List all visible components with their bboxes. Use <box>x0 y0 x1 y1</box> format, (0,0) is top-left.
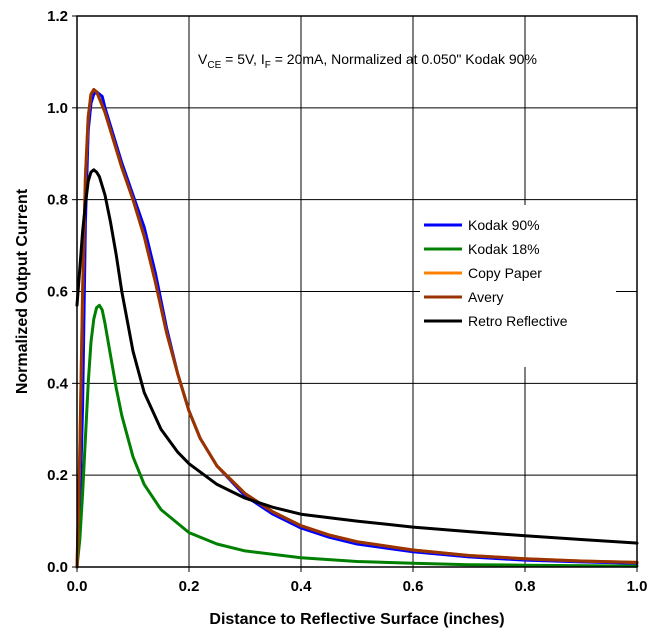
x-tick-label: 0.6 <box>403 578 424 595</box>
y-tick-label: 1.0 <box>47 100 68 117</box>
y-tick-label: 0.6 <box>47 284 68 301</box>
legend: Kodak 90% Kodak 18% Copy Paper Avery Retro R… <box>420 205 616 367</box>
legend-label: Avery <box>468 289 504 305</box>
legend-label: Copy Paper <box>468 265 542 281</box>
annot-rest: = 20mA, Normalized at 0.050" Kodak 90% <box>271 51 537 67</box>
ticks: 0.0 0.2 0.4 0.6 0.8 1.0 0.0 0.2 0.4 0.6 0.8 1.0 1.2 <box>47 8 647 595</box>
annot-i-sub: F <box>265 60 271 71</box>
annot-v: V <box>198 51 208 67</box>
x-tick-label: 0.4 <box>291 578 313 595</box>
y-axis-title: Normalized Output Current <box>14 188 31 394</box>
legend-label: Retro Reflective <box>468 313 568 329</box>
legend-box <box>420 205 616 367</box>
y-tick-label: 0.4 <box>47 375 69 392</box>
x-tick-label: 0.0 <box>67 578 88 595</box>
legend-label: Kodak 18% <box>468 241 540 257</box>
series-line-avery <box>75 88 639 569</box>
x-tick-label: 0.8 <box>515 578 536 595</box>
chart-annotation: VCE = 5V, IF = 20mA, Normalized at 0.050… <box>198 51 537 71</box>
x-tick-label: 1.0 <box>627 578 648 595</box>
y-tick-label: 0.8 <box>47 192 68 209</box>
y-tick-label: 0.0 <box>47 559 68 576</box>
x-tick-label: 0.2 <box>179 578 200 595</box>
annot-v-sub: CE <box>207 60 221 71</box>
x-axis-title: Distance to Reflective Surface (inches) <box>209 611 504 628</box>
annot-v-rest: = 5V, I <box>221 51 264 67</box>
series-line-retro-reflective <box>75 168 639 545</box>
series-layer <box>75 88 639 569</box>
legend-label: Kodak 90% <box>468 217 540 233</box>
y-tick-label: 0.2 <box>47 467 68 484</box>
series-line-kodak-18 <box>75 303 639 569</box>
y-tick-label: 1.2 <box>47 8 68 25</box>
